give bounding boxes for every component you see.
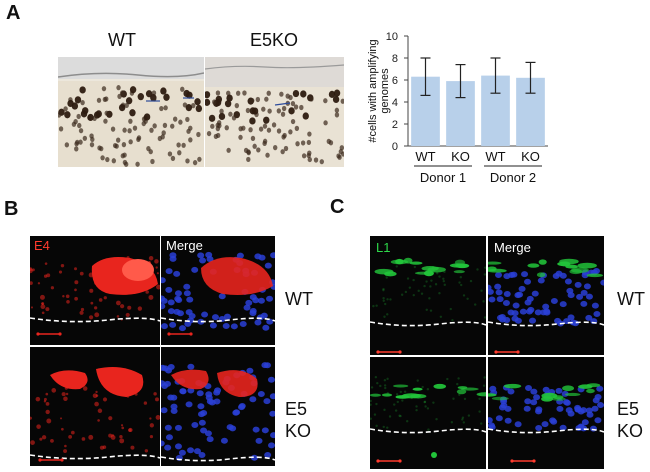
panel-b-channel-label: E4 [34, 238, 50, 253]
panel-c-merge-ko-image [488, 357, 604, 469]
panel-c-row1-label: WT [617, 289, 645, 309]
x-category-label: WT [485, 149, 505, 164]
x-category-label: KO [451, 149, 470, 164]
ihc-wt-drawing [58, 57, 204, 167]
panel-b-label: B [4, 198, 19, 220]
panel-c-merge-label: Merge [494, 240, 531, 255]
ihc-ko-drawing [205, 57, 344, 167]
ihc-ko-image [205, 57, 344, 167]
panel-b-row2-label-line2: KO [285, 421, 312, 441]
y-tick-label: 4 [392, 97, 398, 109]
panel-b-e4-wt-image [30, 236, 160, 345]
panel-b-merge-ko-image [161, 347, 275, 466]
panel-a-wt-header: WT [108, 30, 136, 50]
panel-b-e4-ko-image [30, 347, 160, 466]
panel-c-row2-label-line1: E5 [617, 399, 640, 419]
panel-b-row2-label-line1: E5 [285, 399, 308, 419]
panel-b-merge-label: Merge [166, 238, 203, 253]
panel-a-label: A [6, 2, 21, 24]
y-axis-label: #cells with amplifyinggenomes [367, 39, 391, 142]
panel-c-row2-label-line2: KO [617, 421, 644, 441]
panel-c-l1-wt-image [370, 236, 486, 355]
x-category-label: KO [521, 149, 540, 164]
panel-c-label: C [330, 196, 345, 218]
group-label: Donor 2 [490, 170, 536, 185]
panel-c-merge-wt-image [488, 236, 604, 355]
panel-a-ko-header: E5KO [250, 30, 299, 50]
panel-b-row1-label: WT [285, 289, 313, 309]
panel-c-l1-ko-image [370, 357, 486, 469]
y-tick-label: 10 [386, 31, 398, 43]
y-tick-label: 0 [392, 141, 398, 153]
panel-c-channel-label: L1 [376, 240, 391, 255]
amplifying-genomes-chart: 0 2 4 6 8 10 WT KO WT KO Donor 1 Donor 2 #cells with… [367, 31, 548, 185]
ihc-wt-image [58, 57, 204, 167]
y-tick-label: 6 [392, 75, 398, 87]
panel-b-merge-wt-image [161, 236, 275, 345]
group-label: Donor 1 [420, 170, 466, 185]
y-tick-label: 2 [392, 119, 398, 131]
y-tick-label: 8 [392, 53, 398, 65]
x-category-label: WT [415, 149, 435, 164]
